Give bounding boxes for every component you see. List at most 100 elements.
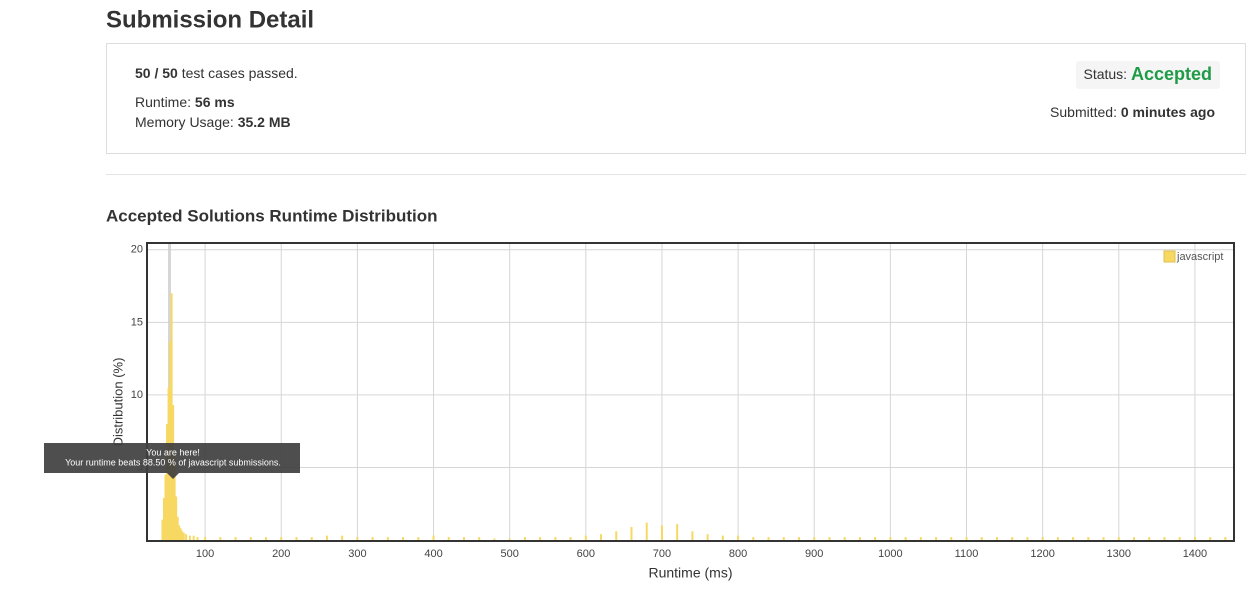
bar [188, 535, 191, 540]
bar [161, 519, 164, 540]
bar [295, 537, 298, 540]
bar [965, 537, 968, 540]
bar [584, 535, 587, 540]
bar [192, 535, 195, 540]
bar [170, 293, 173, 540]
y-tick-label: 15 [131, 316, 143, 328]
bar [782, 537, 785, 540]
bar [341, 535, 344, 540]
status-label: Status: [1083, 66, 1127, 82]
y-tick-label: 20 [131, 244, 143, 256]
bar [874, 537, 877, 540]
bar [325, 535, 328, 540]
bar [935, 537, 938, 540]
bar [950, 537, 953, 540]
bar [386, 537, 389, 540]
plot-area [148, 244, 1233, 540]
passed-text: test cases passed. [182, 65, 298, 81]
bar [919, 537, 922, 540]
bar [1026, 537, 1029, 540]
bar [889, 537, 892, 540]
summary-panel [106, 43, 1246, 154]
bar [508, 538, 511, 540]
x-axis-label: Runtime (ms) [648, 565, 732, 581]
bar [219, 537, 222, 540]
bar [462, 537, 465, 540]
status-badge [1076, 61, 1220, 89]
bar [179, 528, 182, 540]
bar [1224, 537, 1227, 540]
bar [615, 531, 618, 540]
submitted-value: 0 minutes ago [1121, 104, 1215, 120]
section-title: Accepted Solutions Runtime Distribution [106, 206, 438, 225]
bar [175, 496, 178, 540]
bar [554, 537, 557, 540]
bar [196, 537, 199, 540]
bar [995, 537, 998, 540]
plot-border [146, 242, 1235, 542]
bar [265, 537, 268, 540]
bar [539, 537, 542, 540]
passed-count: 50 / 50 [135, 65, 178, 81]
x-tick-label: 1100 [955, 548, 979, 560]
x-tick-label: 1400 [1183, 548, 1207, 560]
bar [432, 535, 435, 540]
bar [828, 537, 831, 540]
submitted-line: Submitted: 0 minutes ago [1050, 104, 1215, 120]
bar [1178, 537, 1181, 540]
bar [1209, 537, 1212, 540]
status-value: Accepted [1131, 64, 1212, 84]
bar [1072, 537, 1075, 540]
bar [1193, 537, 1196, 540]
bar [737, 535, 740, 540]
bar [843, 537, 846, 540]
memory-value: 35.2 MB [238, 114, 291, 130]
bar [371, 537, 374, 540]
chart: 100 200 300 400 500 600 700 800 900 1000 1100 1200 1… [44, 242, 1235, 581]
bar [858, 537, 861, 540]
bar [676, 524, 679, 540]
memory-line: Memory Usage: 35.2 MB [135, 114, 291, 130]
bar [1102, 537, 1105, 540]
bar [182, 532, 185, 540]
bar [630, 526, 633, 540]
x-tick-label: 100 [196, 548, 214, 560]
bar [417, 537, 420, 540]
bar [645, 522, 648, 540]
x-tick-label: 300 [348, 548, 366, 560]
memory-label: Memory Usage: [135, 114, 234, 130]
bar [356, 537, 359, 540]
bar [162, 497, 165, 540]
bar [176, 516, 179, 540]
bar [478, 537, 481, 540]
bar [1041, 537, 1044, 540]
bar [1148, 537, 1151, 540]
bar [798, 537, 800, 540]
bar [178, 525, 181, 540]
bar [1011, 537, 1014, 540]
bar [280, 537, 283, 540]
page-title: Submission Detail [106, 6, 314, 33]
bar [173, 452, 176, 540]
x-tick-label: 1000 [878, 548, 902, 560]
bar [181, 531, 184, 540]
bar [493, 538, 496, 540]
bar [164, 474, 167, 540]
submitted-label: Submitted: [1050, 104, 1117, 120]
x-tick-label: 200 [272, 548, 290, 560]
bar [249, 537, 252, 540]
bar [706, 534, 709, 540]
y-tick-label: 10 [131, 389, 143, 401]
bar [600, 534, 603, 540]
x-tick-label: 800 [729, 548, 747, 560]
x-tick-label: 900 [805, 548, 823, 560]
x-tick-label: 600 [577, 548, 595, 560]
y-axis-label: Distribution (%) [110, 358, 125, 447]
bar [721, 535, 724, 540]
status-line: Status: Accepted [1083, 64, 1212, 84]
tooltip-title: You are here! [146, 447, 200, 457]
bar [569, 537, 572, 540]
bar [447, 537, 450, 540]
